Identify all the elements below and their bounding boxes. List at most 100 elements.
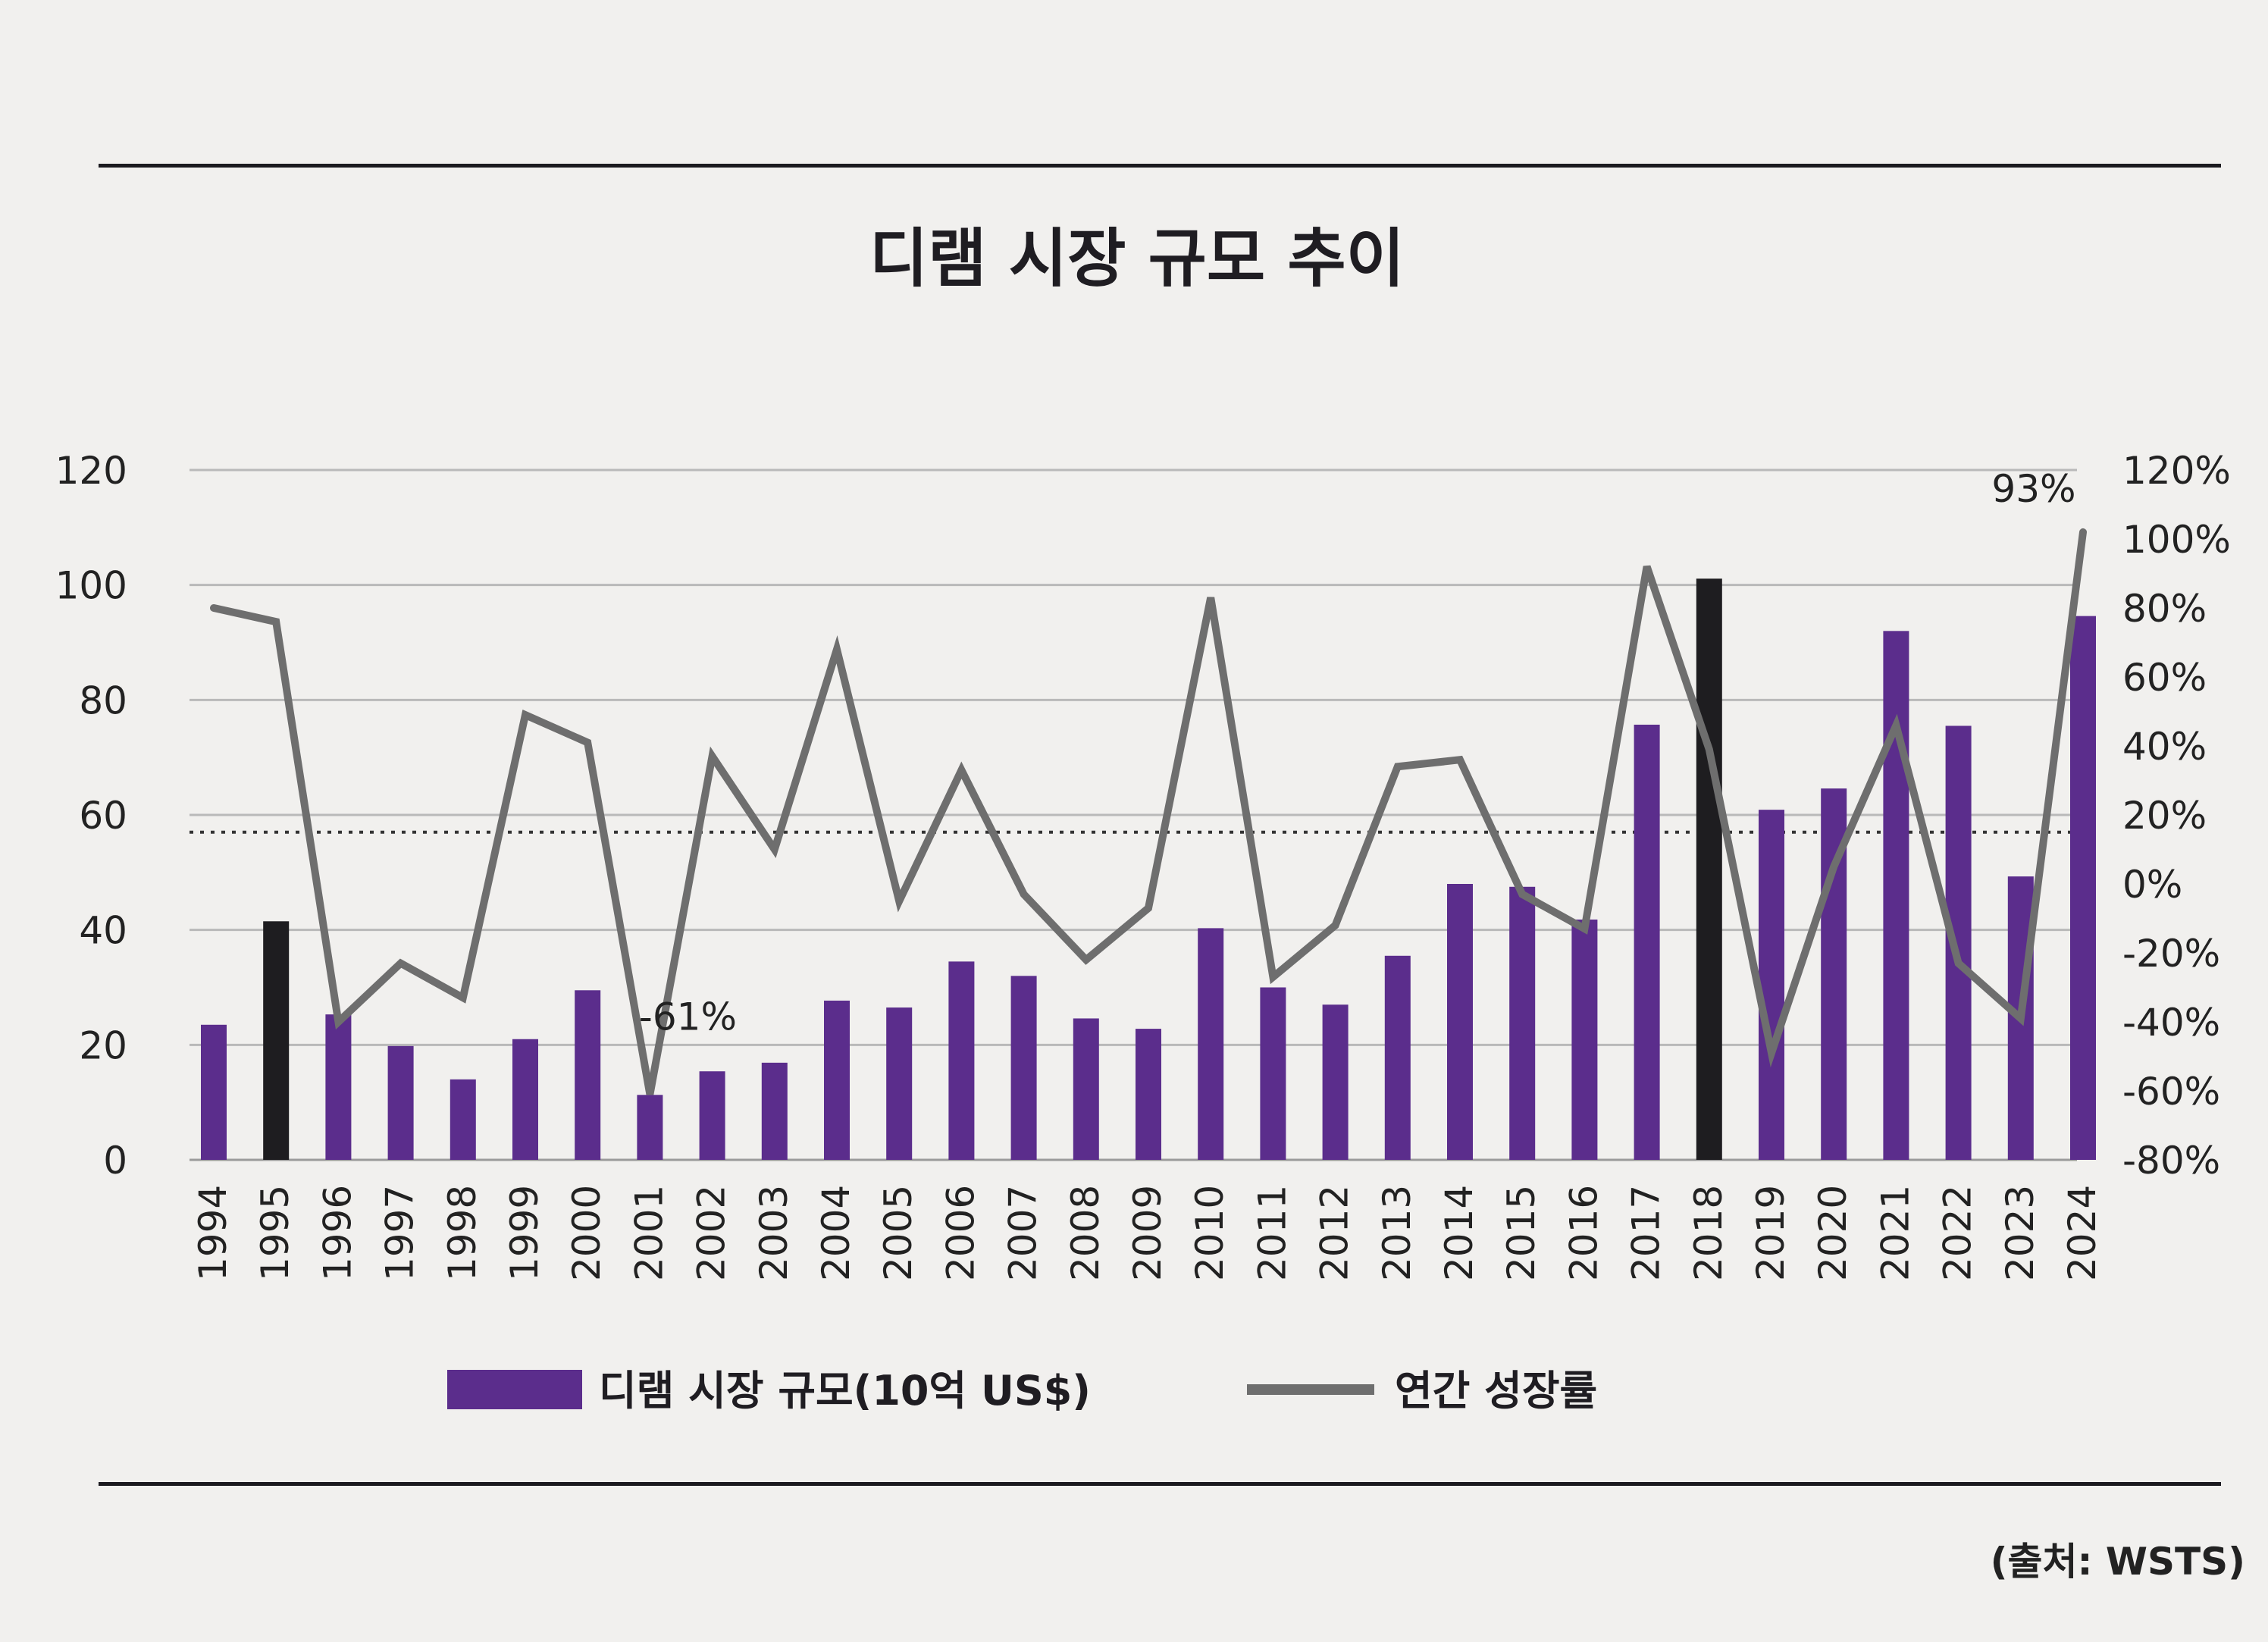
bar xyxy=(1322,1004,1349,1160)
bar xyxy=(1759,810,1784,1160)
growth-point xyxy=(1895,724,1897,726)
y-left-tick-label: 0 xyxy=(103,1139,127,1183)
x-tick-label: 2007 xyxy=(1001,1185,1045,1281)
growth-point xyxy=(1957,962,1959,964)
x-tick-label: 1998 xyxy=(440,1185,484,1281)
growth-point xyxy=(773,848,775,851)
growth-point xyxy=(1334,924,1336,926)
legend-line-label: 연간 성장률 xyxy=(1395,1367,1597,1415)
x-tick-label: 2001 xyxy=(627,1185,671,1281)
x-tick-label: 1996 xyxy=(315,1185,359,1281)
y-right-tick-label: 0% xyxy=(2122,863,2182,907)
growth-point xyxy=(1646,566,1648,568)
data-label: -61% xyxy=(639,995,737,1039)
x-tick-label: 2003 xyxy=(752,1185,796,1281)
x-tick-label: 2012 xyxy=(1313,1185,1357,1281)
bar xyxy=(575,990,601,1160)
growth-point xyxy=(2019,1017,2022,1020)
bar xyxy=(1447,884,1473,1160)
growth-point xyxy=(462,997,464,999)
legend-line-swatch xyxy=(1247,1384,1374,1395)
growth-point xyxy=(1833,866,1835,868)
bar xyxy=(699,1071,725,1160)
y-left-tick-label: 40 xyxy=(79,909,127,953)
y-right-tick-label: 100% xyxy=(2122,518,2231,562)
y-right-tick-label: -20% xyxy=(2122,932,2220,976)
growth-point xyxy=(1521,893,1524,895)
bar xyxy=(1384,955,1411,1160)
bar xyxy=(387,1045,414,1160)
x-tick-label: 1995 xyxy=(253,1185,297,1281)
y-left-tick-label: 120 xyxy=(55,449,127,493)
x-tick-label: 2013 xyxy=(1375,1185,1419,1281)
growth-point xyxy=(1085,959,1087,961)
bar xyxy=(325,1014,352,1160)
x-tick-label: 2002 xyxy=(690,1185,734,1281)
y-right-tick-label: 60% xyxy=(2122,656,2207,700)
y-right-tick-label: -60% xyxy=(2122,1070,2220,1114)
x-tick-label: 2018 xyxy=(1687,1185,1731,1281)
growth-point xyxy=(711,755,713,757)
x-tick-label: 2024 xyxy=(2060,1185,2104,1281)
growth-point xyxy=(1023,893,1025,895)
x-tick-label: 2006 xyxy=(938,1185,982,1281)
y-left-tick-label: 60 xyxy=(79,794,127,838)
x-tick-label: 1997 xyxy=(378,1185,422,1281)
line-series xyxy=(210,528,2087,1095)
bar xyxy=(512,1039,538,1160)
y-right-tick-label: 20% xyxy=(2122,794,2207,838)
x-tick-label: 2014 xyxy=(1437,1185,1481,1281)
bar-series xyxy=(201,578,2096,1160)
y-right-tick-label: 40% xyxy=(2122,725,2207,769)
y-right-tick-label: 120% xyxy=(2122,449,2231,493)
top-rule xyxy=(99,164,2221,168)
growth-point xyxy=(1459,759,1461,761)
axes: 0 20 40 60 80 100 120 -80% -60% -40% -20% 0% 20% 40% 6… xyxy=(55,449,2231,1281)
x-tick-label: 2016 xyxy=(1562,1185,1605,1281)
bar xyxy=(1696,578,1722,1160)
bar xyxy=(1073,1018,1099,1160)
x-tick-label: 1994 xyxy=(191,1185,235,1281)
growth-point xyxy=(1771,1051,1772,1054)
bar xyxy=(761,1062,788,1160)
bar xyxy=(2070,616,2096,1160)
x-tick-label: 2010 xyxy=(1188,1185,1232,1281)
x-tick-label: 2008 xyxy=(1064,1185,1107,1281)
bar xyxy=(1260,987,1286,1160)
x-tick-label: 2004 xyxy=(814,1185,858,1281)
growth-point xyxy=(275,621,277,623)
x-tick-label: 2021 xyxy=(1873,1185,1917,1281)
legend-bar-label: 디램 시장 규모(10억 US$) xyxy=(599,1367,1091,1415)
growth-point xyxy=(399,962,402,964)
growth-point xyxy=(337,1021,340,1023)
x-tick-label: 1999 xyxy=(503,1185,547,1281)
bar xyxy=(948,961,975,1160)
growth-point xyxy=(960,769,963,771)
y-right-tick-label: -80% xyxy=(2122,1139,2220,1183)
growth-point xyxy=(1708,748,1710,750)
growth-point xyxy=(1396,766,1399,768)
bar xyxy=(886,1007,913,1160)
bar xyxy=(201,1024,227,1160)
x-tick-label: 2023 xyxy=(1998,1185,2042,1281)
bar xyxy=(1198,928,1224,1160)
bar xyxy=(1571,920,1598,1160)
data-label: 93% xyxy=(1991,467,2075,511)
y-right-tick-label: 80% xyxy=(2122,587,2207,631)
growth-point xyxy=(898,900,901,902)
growth-point xyxy=(1272,976,1274,978)
y-right-tick-label: -40% xyxy=(2122,1001,2220,1045)
legend: 디램 시장 규모(10억 US$) 연간 성장률 xyxy=(447,1367,1597,1415)
x-tick-label: 2009 xyxy=(1126,1185,1170,1281)
bar xyxy=(1136,1029,1161,1160)
growth-point xyxy=(1148,907,1149,909)
bar xyxy=(1010,976,1037,1160)
bottom-rule xyxy=(99,1482,2221,1486)
growth-point xyxy=(836,648,838,650)
bar xyxy=(1634,724,1660,1160)
gridlines xyxy=(190,468,2077,1161)
x-tick-label: 2020 xyxy=(1811,1185,1855,1281)
bar xyxy=(824,1000,850,1160)
x-tick-label: 2011 xyxy=(1250,1185,1294,1281)
